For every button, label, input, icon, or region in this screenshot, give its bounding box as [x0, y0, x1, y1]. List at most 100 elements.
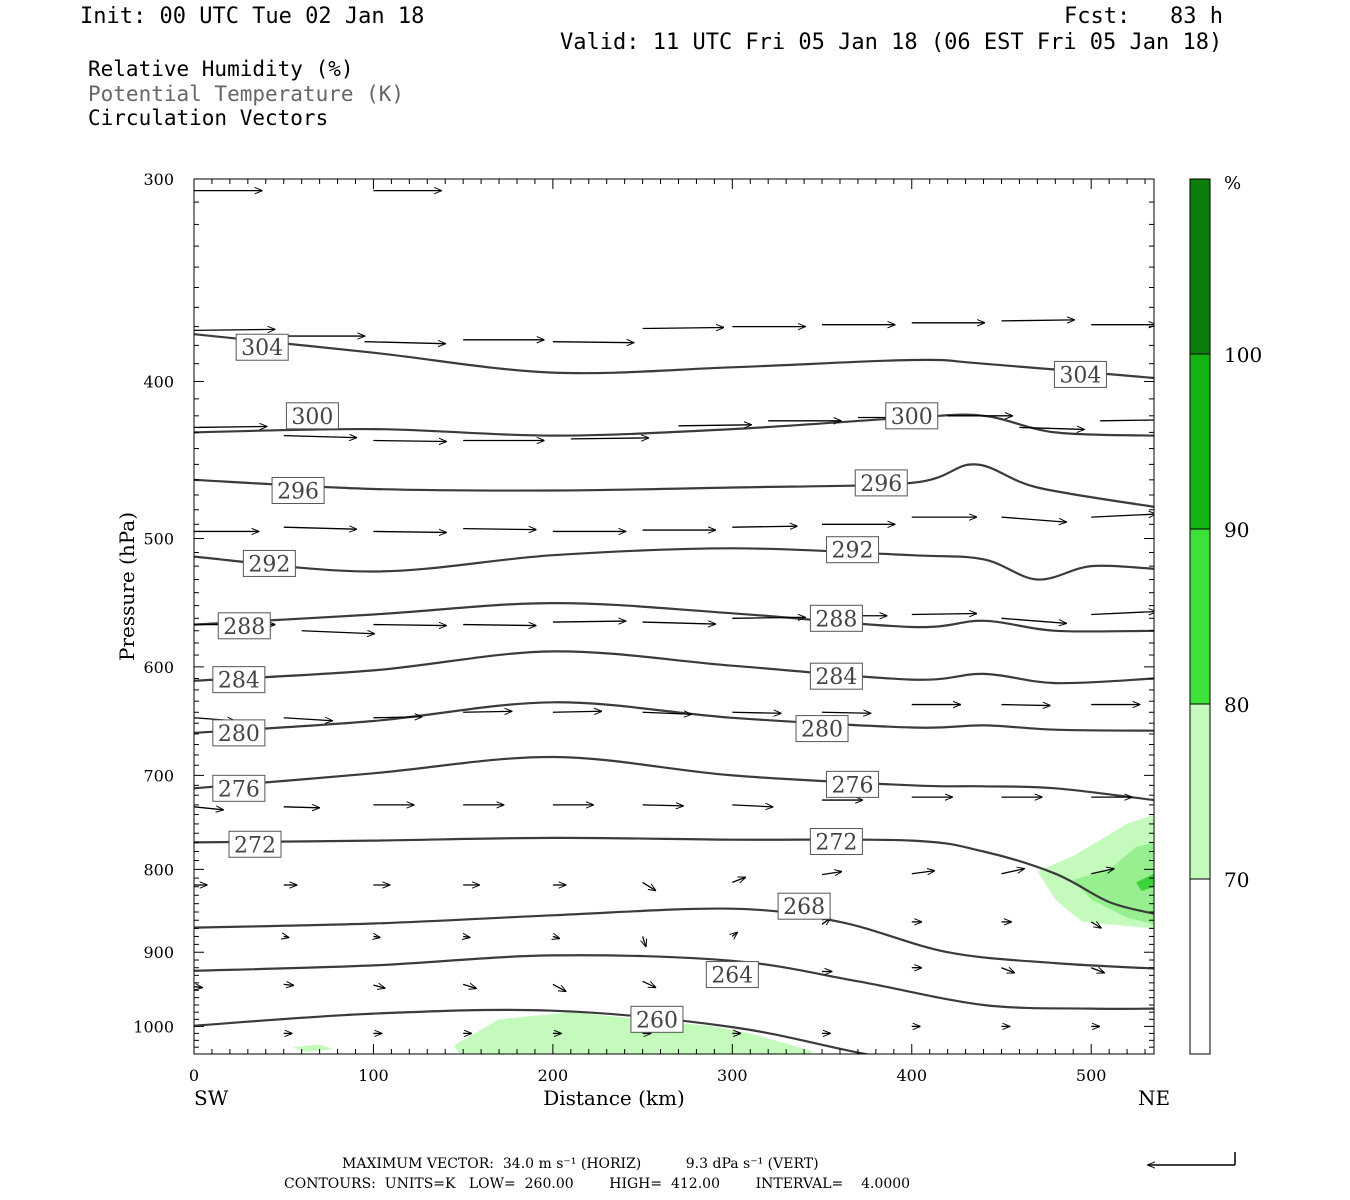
circulation-vector: [678, 425, 751, 426]
rh-region-0: [454, 1012, 814, 1054]
init-time: Init: 00 UTC Tue 02 Jan 18: [80, 4, 425, 29]
colorbar-unit-label: %: [1224, 173, 1241, 194]
contour-label-288: 288: [815, 607, 857, 632]
circulation-vector: [1019, 427, 1084, 429]
circulation-vector: [373, 625, 446, 626]
circulation-vector: [1090, 922, 1101, 928]
contour-label-268: 268: [783, 895, 825, 920]
circulation-vector: [283, 807, 320, 808]
contour-label-box: [777, 892, 831, 920]
circulation-vector: [642, 712, 691, 714]
colorbar-tick-label: 80: [1224, 693, 1249, 717]
contour-label-box: [212, 774, 266, 802]
contour-label-box: [1053, 360, 1107, 388]
rh-region-2: [292, 1044, 334, 1052]
x-tick-label: 100: [358, 1066, 389, 1085]
max-vector-note: MAXIMUM VECTOR: 34.0 m s⁻¹ (HORIZ) 9.3 d…: [342, 1156, 819, 1172]
theta-contour-288: [194, 601, 1154, 633]
legend-circulation-vectors: Circulation Vectors: [88, 106, 329, 130]
contour-label-box: [212, 666, 266, 694]
circulation-vector: [1091, 514, 1154, 517]
contour-label-260: 260: [636, 1008, 678, 1033]
y-tick-label: 800: [143, 860, 174, 879]
theta-contour-280: [194, 701, 1154, 734]
circulation-vector: [463, 936, 469, 937]
contour-label-284: 284: [218, 669, 260, 694]
y-tick-label: 1000: [133, 1017, 174, 1036]
circulation-vector: [364, 342, 445, 344]
circulation-vector: [552, 342, 634, 343]
circulation-vector: [911, 614, 977, 615]
x-axis-label: Distance (km): [543, 1086, 685, 1110]
contour-label-280: 280: [218, 722, 260, 747]
contour-label-296: 296: [277, 479, 319, 504]
circulation-vector: [194, 329, 275, 330]
colorbar-segment: [1190, 704, 1210, 879]
contour-label-box: [809, 604, 863, 632]
y-tick-label: 600: [143, 658, 174, 677]
circulation-vector: [643, 936, 646, 946]
circulation-vector: [732, 877, 745, 882]
colorbar-segment: [1190, 354, 1210, 529]
valid-time: Valid: 11 UTC Fri 05 Jan 18 (06 EST Fri …: [560, 30, 1223, 55]
circulation-vector: [1091, 612, 1154, 615]
circulation-vector: [732, 712, 780, 713]
contour-label-box: [271, 476, 325, 504]
theta-contour-296: [194, 463, 1154, 508]
contour-label-box: [235, 333, 289, 361]
y-tick-label: 700: [143, 766, 174, 785]
circulation-vector: [552, 621, 626, 622]
circulation-vector: [463, 625, 536, 626]
circulation-vector: [1001, 516, 1066, 522]
circulation-vector: [194, 807, 223, 810]
theta-contour-lowest: [194, 1115, 1154, 1130]
theta-contour-304: [194, 333, 1154, 380]
circulation-vector: [732, 526, 797, 527]
colorbar-tick-label: 70: [1224, 868, 1249, 892]
contour-label-box: [242, 549, 296, 577]
contour-label-276: 276: [218, 777, 260, 802]
contour-label-box: [285, 402, 339, 430]
circulation-vector: [1090, 968, 1104, 973]
circulation-vector: [462, 984, 476, 988]
theta-contour-260: [194, 1008, 872, 1054]
theta-contour-272: [194, 836, 1154, 915]
contour-label-300: 300: [291, 405, 333, 430]
colorbar-segment: [1190, 529, 1210, 704]
contour-label-box: [854, 469, 908, 497]
theta-contour-292: [194, 547, 1154, 581]
contour-label-272: 272: [815, 831, 857, 856]
x-end-label-ne: NE: [1138, 1086, 1170, 1110]
circulation-vector: [373, 936, 379, 937]
colorbar-frame: [1189, 178, 1211, 1055]
contour-label-box: [212, 719, 266, 747]
x-tick-label: 0: [189, 1066, 199, 1085]
theta-contour-300: [194, 413, 1154, 437]
circulation-vector: [822, 712, 870, 713]
circulation-vector: [283, 718, 332, 721]
circulation-vector: [1001, 320, 1074, 321]
circulation-vector: [552, 983, 566, 991]
legend-potential-temperature: Potential Temperature (K): [88, 82, 405, 106]
contour-label-292: 292: [248, 552, 290, 577]
contour-label-box: [630, 1005, 684, 1033]
circulation-vector: [642, 328, 724, 329]
contour-label-284: 284: [815, 665, 857, 690]
colorbar-segment: [1190, 179, 1210, 354]
circulation-vector: [642, 622, 716, 624]
circulation-vector: [463, 711, 511, 712]
circulation-vector: [283, 984, 294, 985]
colorbar-tick-label: 90: [1224, 518, 1249, 542]
circulation-vector: [732, 617, 805, 618]
contour-label-304: 304: [1059, 363, 1101, 388]
y-axis-label: Pressure (hPa): [115, 512, 139, 661]
contour-label-272: 272: [234, 833, 276, 858]
contour-label-box: [826, 536, 880, 564]
circulation-vector: [642, 805, 683, 806]
y-tick-label: 900: [143, 943, 174, 962]
rh-region-5: [1073, 842, 1154, 925]
circulation-vector: [284, 936, 289, 937]
circulation-vector: [642, 980, 656, 987]
circulation-vector: [373, 531, 446, 532]
